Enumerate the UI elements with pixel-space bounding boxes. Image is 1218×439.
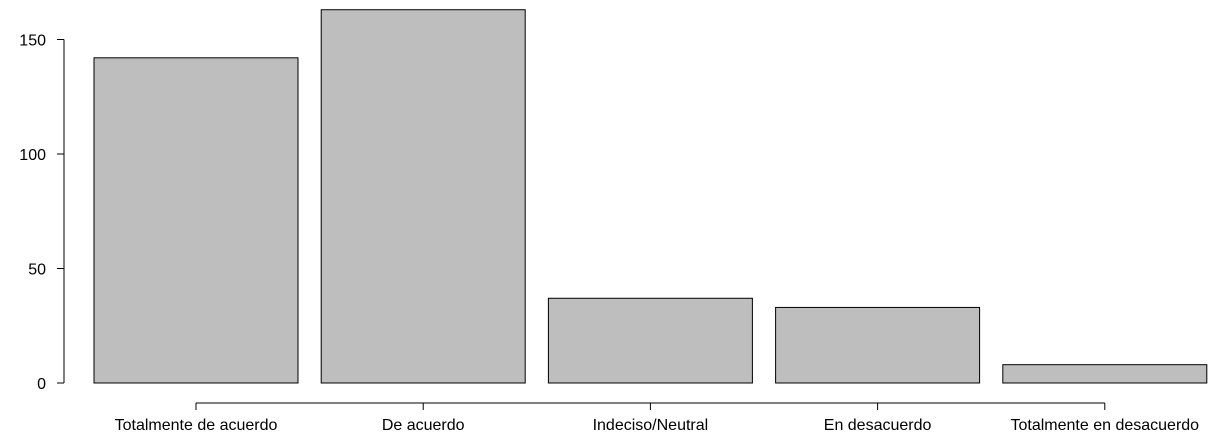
bars-layer <box>93 9 1208 384</box>
y-tick-label: 50 <box>28 262 46 279</box>
bar-3 <box>547 297 753 384</box>
y-tick-label: 150 <box>19 33 46 50</box>
x-axis: Totalmente de acuerdo De acuerdo Indeciso/… <box>115 402 1200 434</box>
x-tick-label: De acuerdo <box>382 417 465 434</box>
bar-2 <box>320 9 526 384</box>
x-tick-label: En desacuerdo <box>824 417 932 434</box>
y-tick-label: 100 <box>19 147 46 164</box>
bar-5 <box>1002 364 1208 384</box>
x-tick-label: Totalmente de acuerdo <box>115 417 278 434</box>
bar-1 <box>93 57 299 384</box>
x-tick-label: Totalmente en desacuerdo <box>1011 417 1200 434</box>
y-axis: 0 50 100 150 <box>19 33 65 393</box>
y-tick-label: 0 <box>37 376 46 393</box>
x-tick-label: Indeciso/Neutral <box>593 417 709 434</box>
bar-4 <box>775 306 981 384</box>
